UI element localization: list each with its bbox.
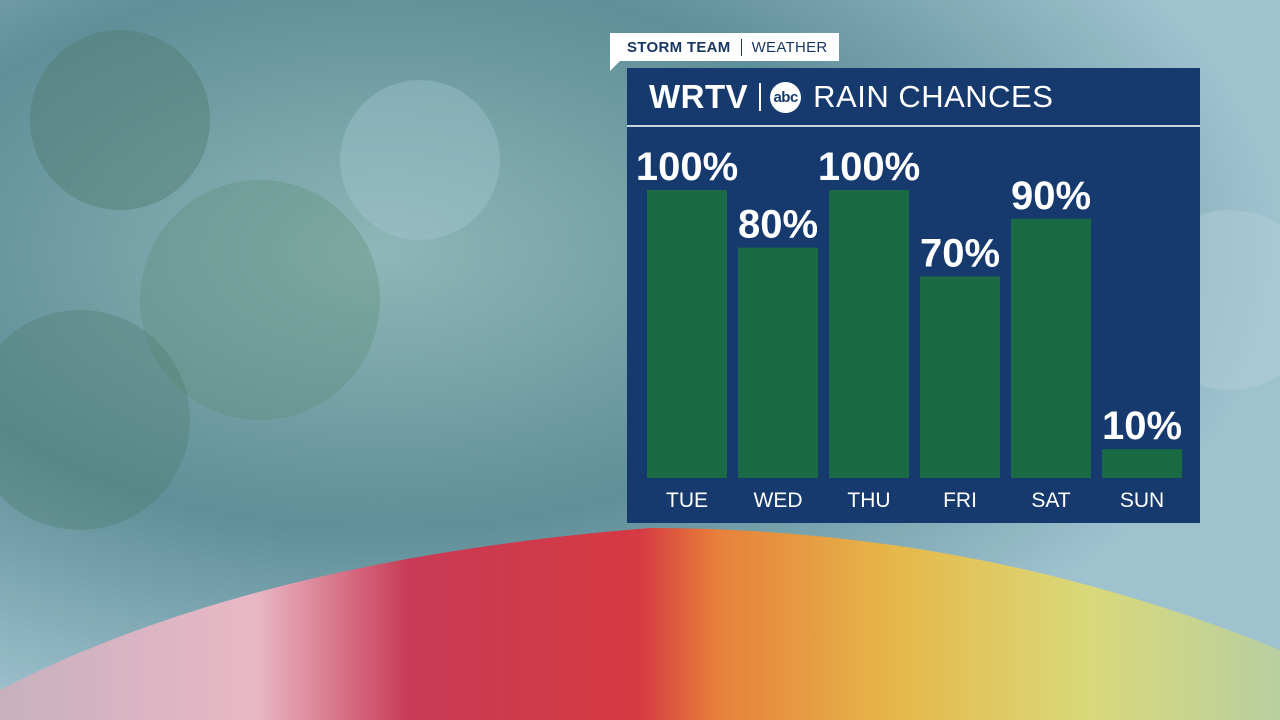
bar-tue (647, 190, 727, 478)
chart-title: RAIN CHANCES (813, 79, 1054, 114)
bar-fri (920, 276, 1000, 478)
station-logo: WRTV (649, 78, 749, 115)
category-label-sat: SAT (1031, 489, 1070, 512)
value-label-sat: 90% (1011, 174, 1091, 218)
bar-wed (738, 247, 818, 478)
category-label-fri: FRI (943, 489, 977, 512)
rain-chances-panel: WRTV abc RAIN CHANCES 100% TUE 80% WED 100% T… (627, 68, 1200, 523)
tag-tail (610, 61, 620, 71)
abc-network-logo: abc (770, 81, 802, 113)
header-divider (759, 83, 762, 111)
value-label-sun: 10% (1102, 404, 1182, 448)
value-label-wed: 80% (738, 203, 818, 247)
category-label-wed: WED (754, 489, 803, 512)
tag-divider (740, 38, 742, 56)
value-label-thu: 100% (818, 145, 920, 189)
header-rule (627, 125, 1200, 127)
category-label-sun: SUN (1120, 489, 1164, 512)
category-label-thu: THU (847, 489, 890, 512)
bar-sat (1011, 218, 1091, 479)
bar-sun (1102, 449, 1182, 478)
category-label-tue: TUE (666, 489, 708, 512)
panel-header: WRTV abc RAIN CHANCES (627, 68, 1200, 126)
bar-thu (829, 190, 909, 478)
storm-team-weather-tag: STORM TEAM WEATHER (610, 33, 839, 61)
value-label-tue: 100% (636, 145, 738, 189)
value-label-fri: 70% (920, 231, 1000, 275)
tag-weather: WEATHER (751, 38, 828, 56)
rain-chances-chart: 100% TUE 80% WED 100% THU 70% FRI 90% SAT 10% SUN (636, 145, 1182, 512)
tag-storm-team: STORM TEAM (627, 38, 731, 56)
